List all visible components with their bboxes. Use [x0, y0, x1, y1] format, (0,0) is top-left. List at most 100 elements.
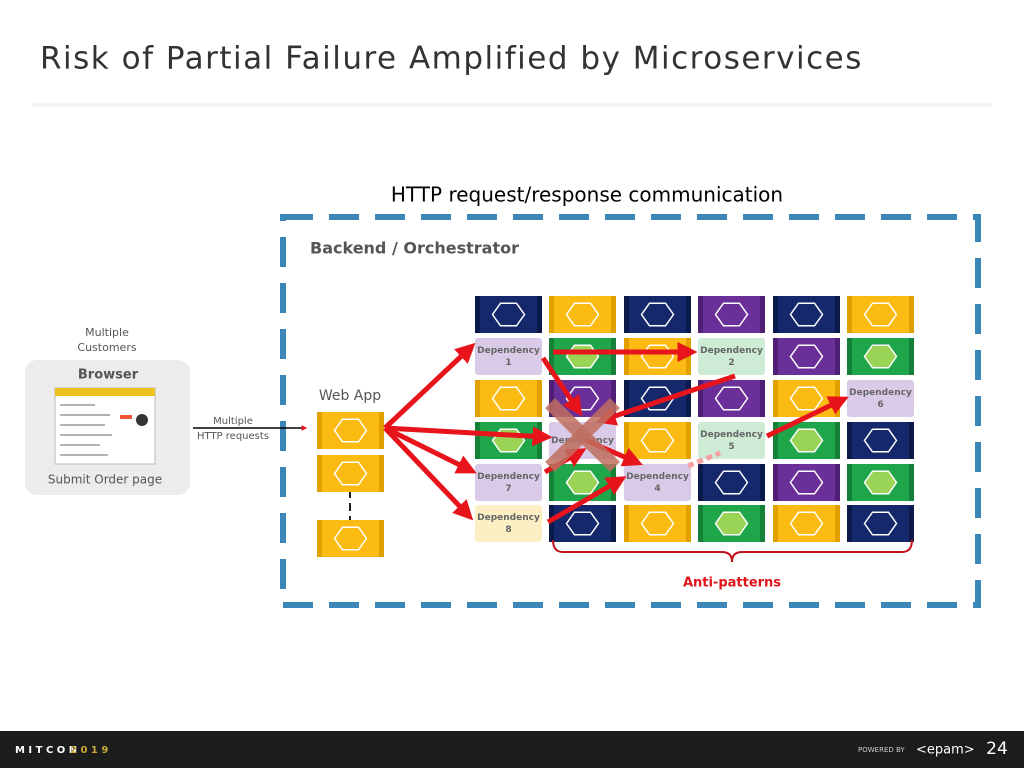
dependency-label: 8 [505, 525, 511, 535]
tile-edge [847, 338, 852, 375]
hexagon [789, 386, 824, 411]
tile-edge [760, 505, 765, 542]
tile-edge [835, 338, 840, 375]
hexagon [565, 344, 600, 369]
service-tile [624, 296, 691, 333]
tile-edge [686, 380, 691, 417]
dependency-label: 1 [505, 358, 511, 368]
footer-year: 2 0 1 9 [70, 745, 108, 756]
tile-edge [909, 338, 914, 375]
service-tile [317, 455, 384, 492]
dependency-label: 6 [877, 400, 883, 410]
dependency-tile [475, 464, 542, 501]
service-tile [549, 296, 616, 333]
tile-edge [624, 296, 629, 333]
tile-edge [773, 422, 778, 459]
tile-edge [537, 422, 542, 459]
tile-edge [698, 464, 703, 501]
tile-edge [379, 412, 384, 449]
arrow [383, 342, 476, 430]
hexagon [863, 344, 898, 369]
dependency-label: Dependency [700, 430, 763, 440]
request-label: HTTP requests [197, 431, 269, 442]
dependency-label: Dependency [626, 472, 689, 482]
arrow [383, 426, 474, 521]
service-tile [773, 296, 840, 333]
call-arrows [383, 342, 849, 525]
tile-edge [847, 296, 852, 333]
hexagon [565, 511, 600, 536]
tile-edge [760, 296, 765, 333]
tile-edge [835, 422, 840, 459]
tile-edge [611, 380, 616, 417]
diagram-caption: HTTP request/response communication [391, 183, 783, 207]
tile-edge [686, 505, 691, 542]
tile-edge [835, 380, 840, 417]
footer-event: M I T C O N [15, 745, 77, 756]
tile-edge [611, 338, 616, 375]
tile-edge [475, 380, 480, 417]
service-tile [847, 422, 914, 459]
backend-container [280, 214, 981, 608]
service-tile [773, 338, 840, 375]
service-tile [624, 422, 691, 459]
arrow [595, 373, 736, 426]
tile-edge [317, 455, 322, 492]
hexagon [491, 386, 526, 411]
tile-edge [624, 338, 629, 375]
hexagon [863, 428, 898, 453]
tile-edge [847, 505, 852, 542]
hexagon [333, 418, 368, 443]
hexagon [640, 386, 675, 411]
hexagon [789, 344, 824, 369]
tile-edge [549, 296, 554, 333]
tile-edge [611, 296, 616, 333]
tile-edge [909, 422, 914, 459]
tile-edge [686, 338, 691, 375]
hexagon [714, 302, 749, 327]
hexagon [640, 511, 675, 536]
tile-edge [909, 296, 914, 333]
tile-edge [624, 505, 629, 542]
hexagon [863, 511, 898, 536]
anti-pattern-brace [552, 539, 913, 563]
hexagon [640, 428, 675, 453]
browser-caption: Submit Order page [48, 473, 162, 487]
dependency-label: Dependency [477, 346, 540, 356]
tile-edge [624, 422, 629, 459]
service-tile [773, 505, 840, 542]
service-tile [773, 464, 840, 501]
service-tile [317, 412, 384, 449]
hexagon [863, 302, 898, 327]
tile-edge [549, 380, 554, 417]
dependency-label: 5 [728, 442, 734, 452]
tile-edge [835, 505, 840, 542]
tile-edge [475, 296, 480, 333]
arrow [765, 396, 849, 439]
tile-edge [317, 412, 322, 449]
service-tile [475, 380, 542, 417]
dependency-tile [475, 338, 542, 375]
service-tile [698, 380, 765, 417]
arrow [383, 425, 477, 474]
service-tile [773, 380, 840, 417]
tile-edge [698, 296, 703, 333]
dependency-label: Dependency [477, 472, 540, 482]
tile-edge [847, 422, 852, 459]
hexagon [565, 302, 600, 327]
customers-label: Customers [77, 341, 136, 354]
dependency-label: 7 [505, 484, 511, 494]
dependency-tile [624, 464, 691, 501]
browser-screenshot [54, 387, 156, 465]
tile-edge [549, 505, 554, 542]
tile-edge [379, 520, 384, 557]
service-tile [698, 464, 765, 501]
hexagon [333, 526, 368, 551]
service-tile [317, 520, 384, 557]
tile-edge [909, 505, 914, 542]
tile-edge [549, 338, 554, 375]
slide-title: Risk of Partial Failure Amplified by Mic… [40, 41, 863, 77]
tile-edge [537, 380, 542, 417]
hexagon [714, 386, 749, 411]
tile-edge [835, 464, 840, 501]
